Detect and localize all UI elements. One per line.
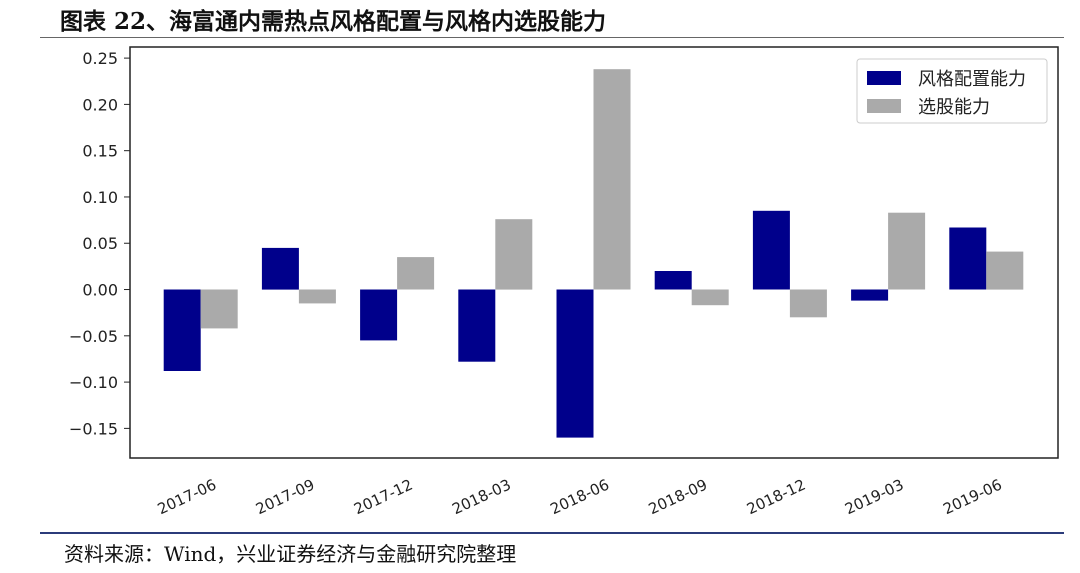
- bar-stock-selection-2019-03: [888, 212, 926, 290]
- legend-swatch-2: [867, 99, 901, 113]
- title-divider: [40, 37, 1064, 38]
- x-tick-label: 2018-06: [548, 475, 612, 518]
- bar-style-allocation-2017-06: [163, 289, 201, 371]
- x-tick-label: 2017-12: [351, 475, 415, 518]
- bar-stock-selection-2018-12: [789, 289, 827, 318]
- footer-divider: [40, 532, 1064, 534]
- x-tick-label: 2017-06: [155, 475, 219, 518]
- bar-style-allocation-2018-06: [556, 289, 594, 438]
- bar-style-allocation-2017-12: [360, 289, 398, 341]
- y-tick-label: 0.05: [82, 234, 118, 253]
- x-tick-label: 2018-03: [449, 475, 513, 518]
- y-tick-label: 0.15: [82, 142, 118, 161]
- figure-title: 图表 22、海富通内需热点风格配置与风格内选股能力: [60, 8, 607, 35]
- legend-swatch-1: [867, 71, 901, 85]
- legend-label-2: 选股能力: [918, 97, 990, 118]
- bar-style-allocation-2018-12: [752, 210, 790, 290]
- y-axis-ticks: 0.25 0.20 0.15 0.10 0.05 0.00 −0.05 −0.10 −0.15: [69, 49, 130, 438]
- bar-style-allocation-2017-09: [261, 247, 299, 290]
- bar-stock-selection-2018-03: [495, 219, 533, 290]
- bar-stock-selection-2017-09: [298, 289, 336, 304]
- bar-style-allocation-2018-09: [654, 271, 692, 290]
- y-tick-label: 0.10: [82, 188, 118, 207]
- x-tick-label: 2019-03: [842, 475, 906, 518]
- bar-stock-selection-2018-09: [691, 289, 729, 306]
- bar-stock-selection-2019-06: [986, 251, 1024, 290]
- y-tick-label: −0.10: [69, 373, 118, 392]
- legend-box: [856, 58, 1048, 124]
- bar-style-allocation-2018-03: [458, 289, 496, 362]
- plot-frame: [129, 46, 1059, 459]
- bar-style-allocation-2019-03: [851, 289, 889, 301]
- x-tick-label: 2018-09: [646, 475, 710, 518]
- bar-stock-selection-2017-12: [397, 257, 435, 290]
- bar-stock-selection-2018-06: [593, 69, 631, 290]
- bar-stock-selection-2017-06: [200, 289, 238, 329]
- bar-style-allocation-2019-06: [949, 227, 987, 290]
- y-tick-label: −0.05: [69, 327, 118, 346]
- y-tick-label: 0.20: [82, 95, 118, 114]
- y-tick-label: 0.25: [82, 49, 118, 68]
- y-tick-label: 0.00: [82, 281, 118, 300]
- x-tick-label: 2019-06: [940, 475, 1004, 518]
- x-tick-label: 2017-09: [253, 475, 317, 518]
- bars-layer: [163, 69, 1024, 438]
- x-axis-ticks: 2017-06 2017-09 2017-12 2018-03 2018-06 2018-…: [155, 475, 1005, 518]
- legend-label-1: 风格配置能力: [918, 69, 1026, 90]
- y-tick-label: −0.15: [69, 419, 118, 438]
- x-tick-label: 2018-12: [744, 475, 808, 518]
- source-note: 资料来源：Wind，兴业证券经济与金融研究院整理: [64, 542, 517, 566]
